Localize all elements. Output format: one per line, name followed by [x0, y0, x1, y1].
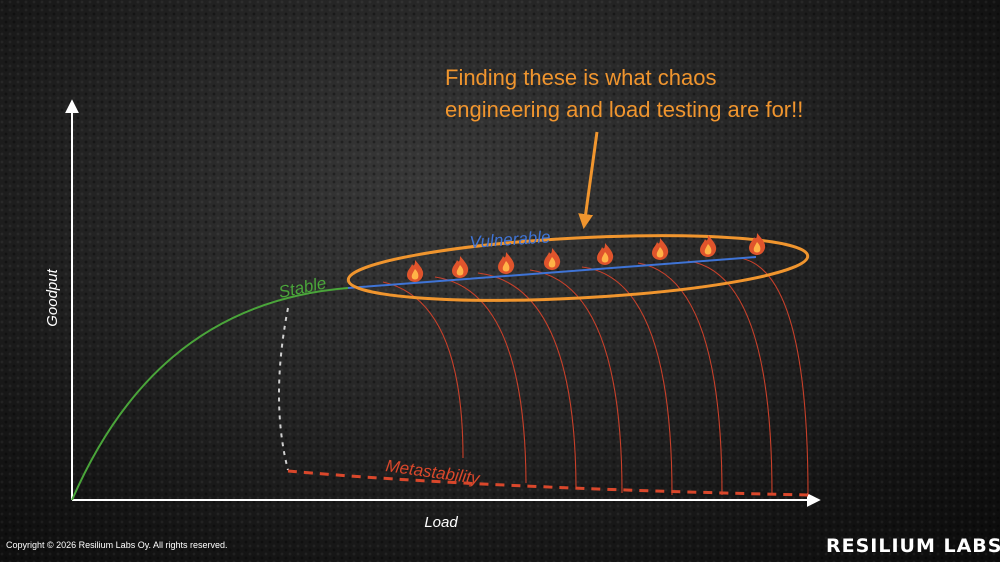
stable-drop-dashed — [278, 307, 289, 471]
collapse-curve — [529, 269, 623, 494]
fire-icon — [749, 233, 766, 255]
collapse-curve — [687, 260, 773, 496]
collapse-curve — [434, 276, 527, 484]
stable-label: Stable — [277, 273, 328, 302]
y-axis-label: Goodput — [44, 268, 61, 326]
collapse-curve — [739, 257, 809, 496]
annotation-line-1: Finding these is what chaos — [445, 65, 717, 90]
stable-curve — [71, 287, 349, 501]
annotation-arrow — [578, 131, 599, 229]
resilium-labs-logo: RESILIUM LABS — [826, 535, 1000, 557]
fire-icon — [498, 252, 515, 274]
copyright-text: Copyright © 2026 Resilium Labs Oy. All r… — [6, 540, 228, 550]
fire-icon — [652, 238, 669, 260]
collapse-curve — [382, 281, 464, 459]
vulnerable-line — [347, 256, 757, 289]
collapse-curve — [637, 262, 723, 496]
vulnerable-region-ellipse — [346, 234, 810, 302]
collapse-curve — [581, 266, 673, 496]
fire-icon — [700, 235, 717, 257]
x-axis-label: Load — [424, 514, 458, 531]
fire-icons — [407, 233, 766, 282]
metastability-line — [287, 469, 809, 497]
collapse-curves — [382, 257, 809, 496]
fire-icon — [407, 260, 424, 282]
fire-icon — [452, 256, 469, 278]
metastability-label: Metastability — [384, 456, 482, 488]
annotation-line-2: engineering and load testing are for!! — [445, 97, 803, 122]
collapse-curve — [477, 272, 577, 488]
fire-icon — [544, 248, 561, 270]
fire-icon — [597, 243, 614, 265]
vulnerable-label: Vulnerable — [469, 227, 551, 252]
